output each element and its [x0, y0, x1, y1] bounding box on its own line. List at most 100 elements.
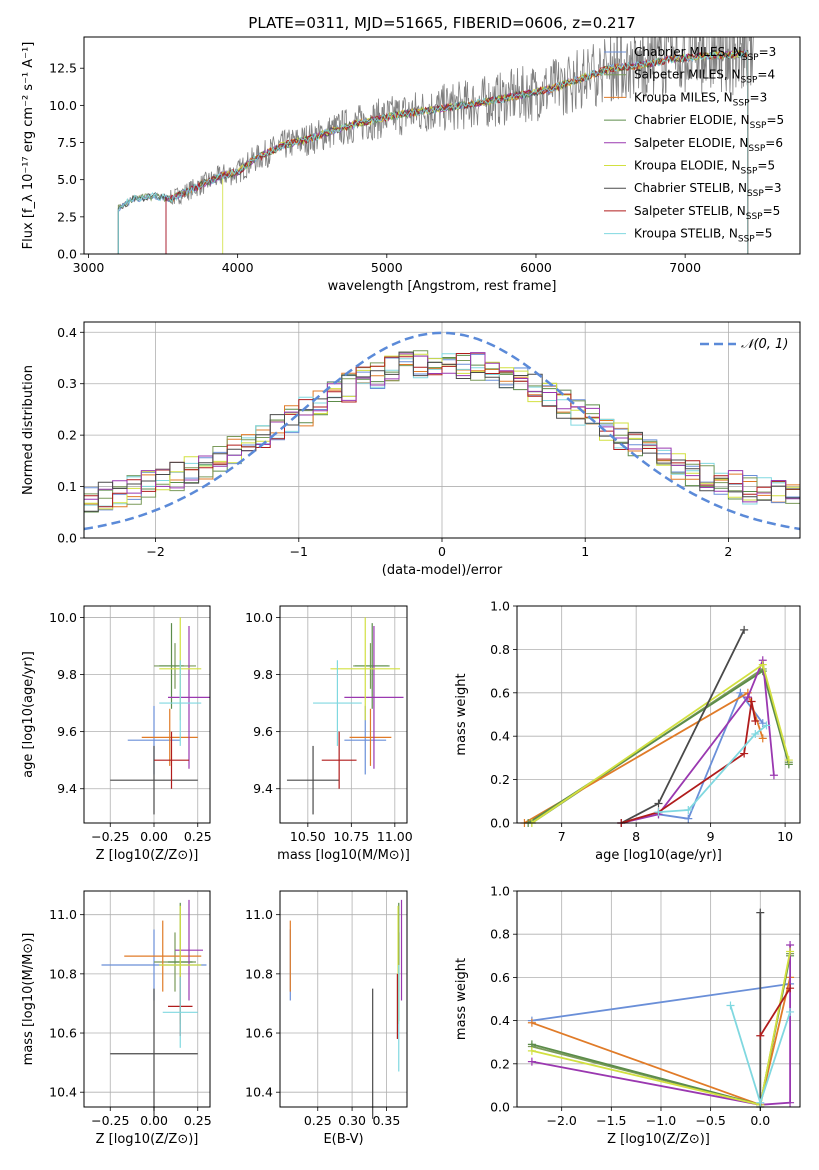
mass-weight-marker — [756, 1031, 765, 1040]
legend-subscript: SSP — [747, 189, 764, 199]
x-tick-label: 11.00 — [377, 829, 413, 844]
mass-weight-marker — [751, 730, 760, 739]
mass-weight-marker — [527, 1057, 536, 1066]
legend-subscript: SSP — [741, 76, 758, 86]
legend-value: =3 — [750, 90, 768, 104]
residuals-xlabel: (data-model)/error — [382, 563, 503, 578]
y-tick-label: 0.0 — [57, 247, 77, 262]
mass-weight-marker — [784, 756, 793, 765]
legend-value: =5 — [763, 204, 781, 218]
model-spectrum-line — [117, 50, 749, 254]
y-tick-label: 0.0 — [490, 816, 510, 831]
legend-subscript: SSP — [738, 235, 755, 245]
mass_weight_vs_age-panel: 7 8 9 10 0.0 0.2 0.4 0.6 0.8 1.0 age [log10(age/yr… — [454, 599, 801, 863]
mass-weight-marker — [786, 1098, 795, 1107]
y-tick-label: 7.5 — [57, 135, 77, 150]
figure-title: PLATE=0311, MJD=51665, FIBERID=0606, z=0… — [248, 14, 635, 32]
legend-entry: Chabrier MILES, NSSP=3 — [634, 45, 776, 63]
y-tick-label: 9.4 — [253, 781, 273, 796]
x-tick-label: 2 — [724, 544, 732, 559]
y-tick-label: 9.8 — [253, 667, 273, 682]
y-tick-label: 0.2 — [490, 1056, 510, 1071]
x-tick-label: 0.00 — [140, 1113, 168, 1128]
mass-weight-marker — [527, 1046, 536, 1055]
x-tick-label: 0.25 — [184, 1113, 212, 1128]
x-tick-label: −1.5 — [596, 1113, 626, 1128]
spectrum-panel: 3000 4000 5000 6000 7000 0.0 2.5 5.0 7.5 10.0 12.5… — [21, 36, 801, 294]
mass-weight-series-line — [531, 945, 791, 1106]
y-tick-label: 0.0 — [57, 531, 77, 546]
normal-reference-curve — [83, 331, 801, 531]
age_vs_mass-axes-frame — [279, 605, 408, 824]
x-tick-label: −1 — [290, 544, 308, 559]
x-tick-label: 0.00 — [140, 829, 168, 844]
legend-entry: Salpeter STELIB, NSSP=5 — [634, 204, 780, 222]
x-tick-label: −2 — [146, 544, 164, 559]
x-tick-label: 7 — [558, 829, 566, 844]
mass_vs_Z-panel: −0.25 0.00 0.25 10.4 10.6 10.8 11.0 Z [log10(Z/… — [21, 890, 212, 1147]
legend-value: =3 — [759, 45, 777, 59]
mass-weight-marker — [684, 814, 693, 823]
age_vs_Z-xlabel: Z [log10(Z/Z⊙)] — [96, 848, 199, 863]
y-tick-label: 0.6 — [490, 685, 510, 700]
y-tick-label: 9.4 — [57, 781, 77, 796]
y-tick-label: 10.8 — [245, 966, 273, 981]
mass-weight-marker — [786, 984, 795, 993]
mass-weight-marker — [786, 947, 795, 956]
x-tick-label: 8 — [632, 829, 640, 844]
mass-weight-marker — [736, 688, 745, 697]
age_vs_Z-ylabel: age [log10(age/yr)] — [21, 651, 36, 778]
y-tick-label: 0.8 — [490, 642, 510, 657]
x-tick-label: 5000 — [371, 260, 403, 275]
model-spectrum-line — [165, 50, 749, 254]
age_vs_Z-axes-frame — [83, 605, 211, 824]
observed-spectrum-line — [117, 37, 754, 212]
mass-weight-marker — [743, 693, 752, 702]
legend-entry: Kroupa STELIB, NSSP=5 — [634, 227, 772, 245]
y-tick-label: 5.0 — [57, 172, 77, 187]
y-tick-label: 9.6 — [253, 724, 273, 739]
x-tick-label: −0.25 — [91, 829, 129, 844]
mass-weight-marker — [654, 799, 663, 808]
legend-value: =5 — [766, 113, 784, 127]
mass-weight-series-line — [658, 690, 764, 820]
x-tick-label: 10 — [777, 829, 793, 844]
x-tick-label: 0.25 — [184, 829, 212, 844]
mass_vs_ebv-axes-frame — [279, 890, 408, 1108]
x-tick-label: 4000 — [222, 260, 254, 275]
spectrum-plot-area — [117, 37, 754, 254]
y-tick-label: 12.5 — [49, 61, 77, 76]
legend-value: =6 — [765, 136, 783, 150]
y-tick-label: 1.0 — [490, 599, 510, 614]
y-tick-label: 0.2 — [490, 772, 510, 787]
legend-entry: Salpeter MILES, NSSP=4 — [634, 68, 775, 86]
y-tick-label: 10.4 — [245, 1085, 273, 1100]
mass_vs_Z-ylabel: mass [log10(M/M⊙)] — [21, 933, 36, 1066]
mass_weight_vs_Z-axes-frame — [516, 890, 801, 1108]
mass-weight-series-line — [658, 724, 768, 813]
mass-weight-marker — [769, 771, 778, 780]
y-tick-label: 0.0 — [490, 1100, 510, 1115]
mass_weight_vs_Z-panel: −2.0 −1.5 −1.0 −0.5 0.0 0.0 0.2 0.4 0.6 0.8 1.0 Z [… — [454, 884, 801, 1147]
legend-entry: Kroupa ELODIE, NSSP=5 — [634, 159, 775, 177]
legend-entry: Salpeter ELODIE, NSSP=6 — [634, 136, 783, 154]
mass-weight-series-line — [531, 983, 791, 1022]
mass-weight-marker — [751, 717, 760, 726]
x-tick-label: 0.30 — [338, 1113, 366, 1128]
y-tick-label: 10.0 — [49, 610, 77, 625]
x-tick-label: −2.0 — [547, 1113, 577, 1128]
x-tick-label: 0.25 — [304, 1113, 332, 1128]
legend-value: =3 — [764, 181, 782, 195]
age_vs_mass-xlabel: mass [log10(M/M⊙)] — [277, 848, 410, 863]
mass-weight-marker — [756, 908, 765, 917]
legend-entry: Kroupa MILES, NSSP=3 — [634, 90, 767, 108]
y-tick-label: 10.4 — [49, 1085, 77, 1100]
mass-weight-marker — [747, 697, 756, 706]
legend-value: =5 — [757, 159, 775, 173]
y-tick-label: 10.8 — [49, 966, 77, 981]
x-tick-label: 6000 — [520, 260, 552, 275]
legend-entry: Chabrier STELIB, NSSP=3 — [634, 181, 782, 199]
y-tick-label: 9.6 — [57, 724, 77, 739]
mass-weight-series-line — [759, 987, 791, 1037]
y-tick-label: 9.8 — [57, 667, 77, 682]
